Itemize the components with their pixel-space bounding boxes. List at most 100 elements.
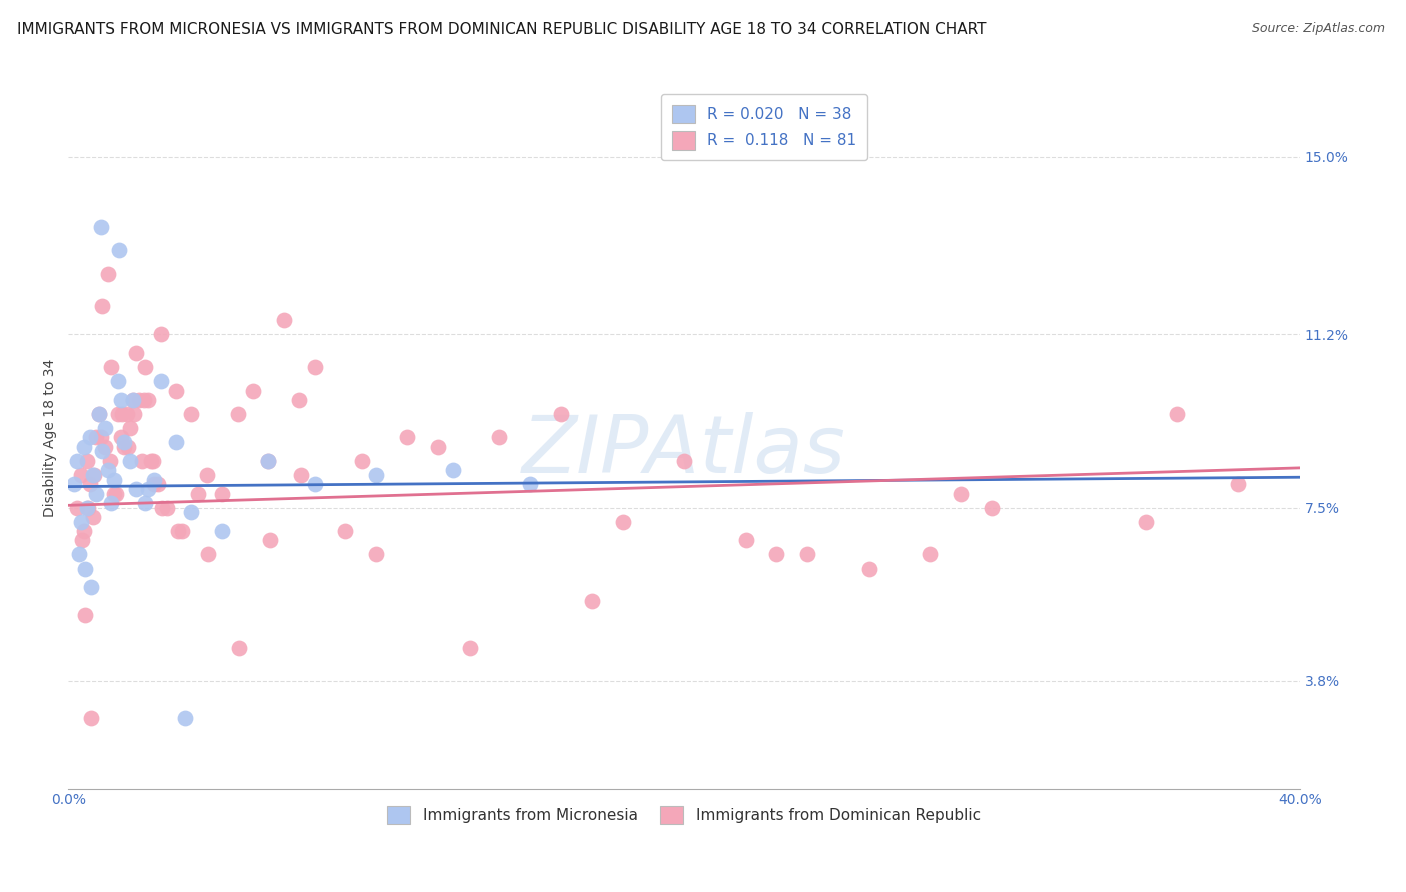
Point: [165, 435, 187, 450]
Point: [112, 435, 135, 450]
Point: [156, 500, 179, 515]
Point: [257, 454, 280, 468]
Point: [136, 482, 159, 496]
Point: [118, 454, 141, 468]
Point: [165, 384, 187, 398]
Point: [581, 594, 603, 608]
Text: Source: ZipAtlas.com: Source: ZipAtlas.com: [1251, 22, 1385, 36]
Point: [122, 392, 145, 407]
Point: [734, 533, 756, 548]
Point: [103, 486, 125, 500]
Point: [82, 467, 104, 482]
Point: [796, 548, 818, 562]
Point: [290, 467, 312, 482]
Point: [134, 360, 156, 375]
Point: [180, 407, 202, 421]
Point: [950, 486, 973, 500]
Point: [110, 430, 132, 444]
Point: [1166, 407, 1188, 421]
Point: [149, 327, 172, 342]
Point: [104, 486, 127, 500]
Point: [1135, 515, 1157, 529]
Y-axis label: Disability Age 18 to 34: Disability Age 18 to 34: [44, 359, 58, 516]
Point: [76, 500, 98, 515]
Point: [63, 477, 86, 491]
Point: [67, 548, 90, 562]
Point: [80, 711, 103, 725]
Point: [150, 500, 173, 515]
Point: [91, 444, 114, 458]
Point: [519, 477, 541, 491]
Point: [366, 548, 388, 562]
Point: [69, 467, 91, 482]
Text: IMMIGRANTS FROM MICRONESIA VS IMMIGRANTS FROM DOMINICAN REPUBLIC DISABILITY AGE : IMMIGRANTS FROM MICRONESIA VS IMMIGRANTS…: [17, 22, 987, 37]
Point: [257, 454, 280, 468]
Point: [94, 440, 117, 454]
Point: [87, 407, 110, 421]
Point: [132, 392, 155, 407]
Point: [131, 454, 153, 468]
Point: [143, 477, 166, 491]
Point: [273, 313, 295, 327]
Point: [174, 711, 197, 725]
Point: [166, 524, 188, 538]
Point: [125, 346, 148, 360]
Point: [458, 641, 481, 656]
Point: [72, 524, 94, 538]
Point: [66, 454, 89, 468]
Point: [72, 440, 94, 454]
Point: [765, 548, 787, 562]
Point: [228, 641, 250, 656]
Point: [146, 477, 169, 491]
Point: [149, 374, 172, 388]
Point: [97, 267, 120, 281]
Point: [858, 561, 880, 575]
Point: [90, 430, 112, 444]
Point: [75, 608, 97, 623]
Point: [80, 580, 103, 594]
Point: [111, 407, 134, 421]
Point: [143, 473, 166, 487]
Point: [426, 440, 449, 454]
Point: [242, 384, 264, 398]
Point: [288, 392, 311, 407]
Point: [115, 407, 138, 421]
Point: [108, 243, 131, 257]
Point: [136, 392, 159, 407]
Point: [335, 524, 357, 538]
Point: [107, 407, 129, 421]
Point: [122, 392, 145, 407]
Point: [180, 505, 202, 519]
Point: [304, 360, 326, 375]
Point: [82, 510, 104, 524]
Point: [125, 482, 148, 496]
Point: [142, 454, 165, 468]
Point: [304, 477, 326, 491]
Point: [395, 430, 418, 444]
Point: [69, 515, 91, 529]
Point: [94, 421, 117, 435]
Point: [97, 463, 120, 477]
Point: [100, 360, 122, 375]
Point: [195, 467, 218, 482]
Point: [107, 374, 129, 388]
Point: [70, 533, 93, 548]
Point: [117, 440, 139, 454]
Point: [488, 430, 510, 444]
Point: [124, 407, 146, 421]
Point: [187, 486, 209, 500]
Point: [366, 467, 388, 482]
Point: [112, 440, 135, 454]
Point: [128, 392, 150, 407]
Point: [79, 430, 101, 444]
Point: [118, 421, 141, 435]
Point: [110, 392, 132, 407]
Point: [75, 561, 97, 575]
Point: [98, 454, 121, 468]
Point: [134, 496, 156, 510]
Point: [612, 515, 634, 529]
Point: [211, 524, 233, 538]
Point: [441, 463, 464, 477]
Point: [197, 548, 219, 562]
Point: [981, 500, 1004, 515]
